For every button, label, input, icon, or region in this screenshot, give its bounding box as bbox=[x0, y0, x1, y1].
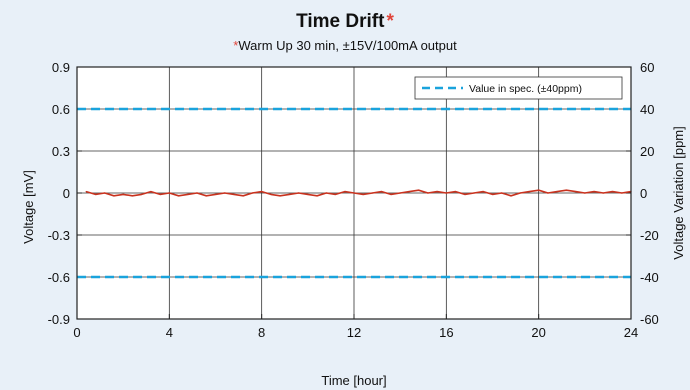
y-tick-label: 0 bbox=[63, 186, 70, 201]
y-tick-label: -0.6 bbox=[48, 270, 70, 285]
drift-point bbox=[381, 191, 383, 193]
y2-tick-label: 0 bbox=[640, 186, 647, 201]
drift-point bbox=[491, 193, 494, 195]
y2-tick-label: -20 bbox=[640, 228, 659, 243]
drift-point bbox=[141, 193, 143, 195]
legend-label-spec: Value in spec. (±40ppm) bbox=[469, 83, 582, 95]
plot-frame bbox=[76, 66, 632, 320]
drift-point bbox=[501, 192, 503, 194]
drift-point bbox=[205, 195, 207, 197]
drift-point bbox=[177, 195, 180, 197]
chart-title: Time Drift * bbox=[296, 11, 394, 32]
drift-series-line bbox=[85, 189, 632, 197]
drift-point bbox=[270, 193, 272, 195]
drift-point bbox=[482, 191, 484, 193]
chart-subtitle: *Warm Up 30 min, ±15V/100mA output bbox=[233, 38, 457, 53]
drift-point bbox=[611, 191, 614, 193]
drift-point bbox=[519, 192, 521, 194]
y-tick-label: 0.6 bbox=[52, 102, 70, 117]
drift-point bbox=[187, 193, 189, 195]
drift-point bbox=[334, 193, 337, 195]
drift-point bbox=[159, 193, 161, 195]
drift-point bbox=[316, 195, 318, 197]
drift-point bbox=[233, 193, 235, 195]
y2-tick-label: 20 bbox=[640, 144, 654, 159]
drift-point bbox=[538, 189, 540, 191]
drift-point bbox=[510, 195, 512, 197]
drift-point bbox=[94, 193, 97, 195]
drift-point bbox=[288, 193, 290, 195]
drift-point bbox=[418, 189, 420, 191]
drift-point bbox=[427, 192, 429, 194]
drift-point bbox=[473, 192, 475, 194]
legend-box bbox=[414, 76, 623, 100]
drift-point bbox=[261, 191, 263, 193]
drift-point bbox=[575, 191, 577, 193]
legend: Value in spec. (±40ppm) bbox=[414, 76, 623, 100]
drift-point bbox=[104, 192, 106, 194]
y2-tick-label: -40 bbox=[640, 270, 659, 285]
drift-point bbox=[251, 192, 254, 194]
drift-point bbox=[353, 192, 355, 194]
drift-point bbox=[408, 191, 410, 193]
chart-title-mark: * bbox=[386, 11, 394, 32]
drift-point bbox=[214, 193, 217, 195]
x-tick-label: 8 bbox=[258, 325, 265, 340]
x-tick-label: 16 bbox=[439, 325, 453, 340]
y2-tick-label: -60 bbox=[640, 312, 659, 327]
drift-point bbox=[131, 195, 133, 197]
drift-point bbox=[150, 191, 152, 193]
y-tick-label: 0.3 bbox=[52, 144, 70, 159]
drift-point bbox=[565, 189, 567, 191]
drift-point bbox=[298, 192, 300, 194]
y-axis-label: Voltage [mV] bbox=[21, 170, 36, 244]
drift-point bbox=[584, 192, 586, 194]
drift-point bbox=[464, 193, 466, 195]
drift-point bbox=[602, 192, 604, 194]
chart-title-text: Time Drift bbox=[296, 11, 385, 32]
drift-point bbox=[122, 193, 124, 195]
y-tick-label: -0.3 bbox=[48, 228, 70, 243]
drift-point bbox=[528, 191, 531, 193]
x-tick-label: 0 bbox=[73, 325, 80, 340]
drift-point bbox=[371, 192, 374, 194]
drift-point bbox=[556, 191, 558, 193]
drift-point bbox=[196, 192, 198, 194]
chart-subtitle-text: Warm Up 30 min, ±15V/100mA output bbox=[238, 38, 457, 53]
drift-point bbox=[390, 193, 392, 195]
x-tick-label: 4 bbox=[166, 325, 173, 340]
y-tick-label: -0.9 bbox=[48, 312, 70, 327]
y2-axis-label: Voltage Variation [ppm] bbox=[671, 126, 686, 259]
x-tick-label: 20 bbox=[531, 325, 545, 340]
data-series bbox=[77, 107, 632, 279]
x-axis-label: Time [hour] bbox=[321, 373, 386, 388]
x-tick-label: 24 bbox=[624, 325, 638, 340]
drift-point bbox=[344, 191, 346, 193]
drift-point bbox=[85, 191, 87, 193]
drift-point bbox=[224, 192, 226, 194]
drift-point bbox=[168, 192, 170, 194]
drift-point bbox=[399, 192, 401, 194]
drift-point bbox=[454, 191, 457, 193]
y-tick-label: 0.9 bbox=[52, 60, 70, 75]
y2-tick-label: 60 bbox=[640, 60, 654, 75]
drift-point bbox=[445, 192, 447, 194]
x-tick-label: 12 bbox=[347, 325, 361, 340]
drift-point bbox=[593, 191, 595, 193]
drift-point bbox=[362, 193, 364, 195]
tick-labels: 0 4 8 12 16 20 24 0.9 0.6 0.3 0 -0.3 -0.6 -0.9 60 40 20 0… bbox=[48, 60, 659, 340]
y2-tick-label: 40 bbox=[640, 102, 654, 117]
chart-subtitle-mark: * bbox=[233, 38, 238, 53]
drift-point bbox=[621, 192, 623, 194]
drift-point bbox=[113, 195, 115, 197]
drift-point bbox=[436, 191, 438, 193]
drift-point bbox=[547, 192, 549, 194]
drift-point bbox=[325, 192, 327, 194]
drift-point bbox=[307, 193, 309, 195]
drift-point bbox=[242, 195, 244, 197]
drift-point bbox=[279, 195, 281, 197]
